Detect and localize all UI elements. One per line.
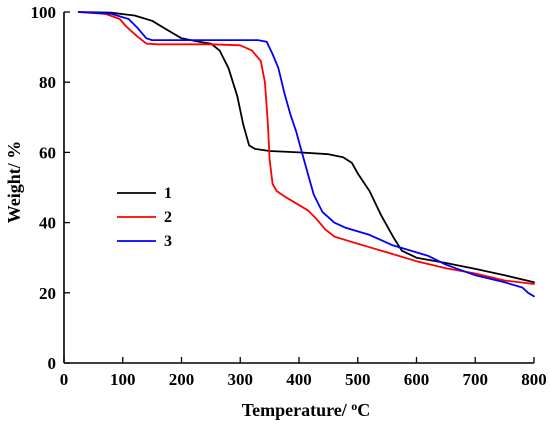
x-tick-label: 200 [169, 370, 195, 389]
legend-label-3: 3 [164, 233, 172, 250]
x-axis-title-sup: o [351, 399, 357, 413]
legend-label-1: 1 [164, 185, 172, 202]
series-line-2 [77, 11, 535, 285]
legend-label-2: 2 [164, 209, 172, 226]
y-tick-label: 20 [39, 284, 56, 303]
y-tick-label: 80 [39, 73, 56, 92]
legend: 1 2 3 [117, 185, 172, 250]
x-tick-label: 300 [228, 370, 254, 389]
y-tick-label: 100 [31, 3, 57, 22]
x-tick-label: 600 [404, 370, 430, 389]
x-tick-label: 400 [286, 370, 312, 389]
x-axis-title-unit: C [357, 400, 370, 420]
x-tick-label: 800 [521, 370, 547, 389]
x-axis-title: Temperature/ oC [242, 399, 371, 420]
x-tick-label: 0 [60, 370, 69, 389]
series-line-3 [77, 11, 535, 298]
y-tick-label: 60 [39, 143, 56, 162]
x-tick-label: 500 [345, 370, 371, 389]
y-tick-label: 40 [39, 214, 56, 233]
x-tick-label: 100 [110, 370, 136, 389]
y-axis-title: Weight/ % [4, 141, 24, 224]
ticks-layer: 0 100 200 300 400 500 600 700 800 0 20 40 60 80 100 [31, 3, 547, 389]
x-axis-title-text: Temperature/ [242, 400, 352, 420]
series-layer [77, 11, 535, 298]
x-tick-label: 700 [463, 370, 489, 389]
y-tick-label: 0 [48, 354, 57, 373]
axes-layer [63, 12, 534, 364]
